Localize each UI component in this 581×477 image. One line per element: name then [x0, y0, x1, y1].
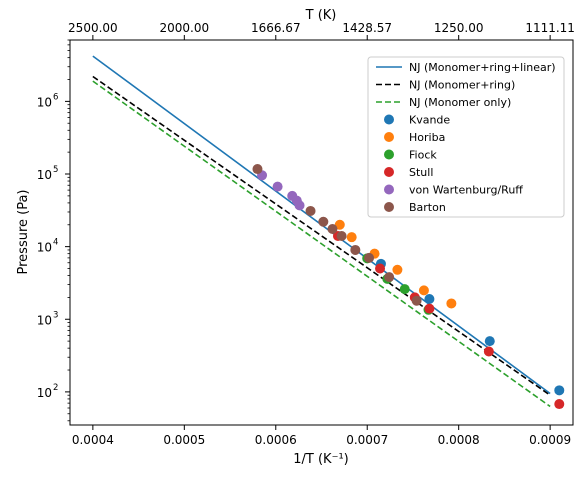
- legend-label-series-2: Fiock: [409, 149, 437, 162]
- legend-label-series-3: Stull: [409, 166, 433, 179]
- legend-label-line-1: NJ (Monomer+ring): [409, 79, 515, 92]
- y-tick-base-3: 10: [37, 168, 52, 182]
- data-point-5-1: [305, 205, 316, 216]
- y-tick-exponent-3: 5: [53, 165, 58, 175]
- legend-marker-1: [384, 132, 394, 142]
- fit-line-2: [92, 80, 551, 408]
- legend-marker-5: [384, 202, 394, 212]
- y-axis-label: Pressure (Pa): [16, 189, 31, 274]
- data-point-0-3: [554, 385, 565, 396]
- y-tick-exponent-4: 6: [53, 92, 58, 102]
- legend-box: [367, 56, 565, 218]
- x-tick-label-0: 0.0004: [72, 433, 114, 447]
- data-point-5-3: [327, 223, 338, 234]
- x-tick-label-2: 0.0006: [255, 433, 297, 447]
- data-point-4-1: [272, 181, 283, 192]
- legend-label-line-0: NJ (Monomer+ring+linear): [409, 61, 556, 74]
- data-point-3-5: [554, 399, 565, 410]
- y-tick-exponent-0: 2: [53, 383, 58, 393]
- plot-frame: [69, 39, 574, 426]
- legend: NJ (Monomer+ring+linear) NJ (Monomer+ring…: [367, 56, 565, 218]
- top-tick-label-2: 1666.67: [251, 21, 301, 35]
- y-tick-exponent-1: 3: [53, 310, 58, 320]
- legend-marker-4: [384, 184, 394, 195]
- legend-label-series-4: von Wartenburg/Ruff: [409, 184, 523, 197]
- data-point-5-5: [350, 244, 361, 255]
- y-tick-label-4: 10 6: [37, 92, 59, 109]
- legend-marker-3: [384, 167, 394, 177]
- data-point-1-0: [334, 219, 345, 230]
- x-tick-label-3: 0.0007: [346, 433, 388, 447]
- x-axis-label: 1/T (K⁻¹): [293, 452, 348, 467]
- x-tick-label-4: 0.0008: [438, 433, 480, 447]
- data-point-3-4: [483, 346, 494, 357]
- top-tick-label-1: 2000.00: [160, 21, 210, 35]
- data-point-1-5: [446, 298, 457, 309]
- fit-line-1: [92, 75, 551, 396]
- legend-label-series-5: Barton: [409, 201, 446, 214]
- axes: 0.0004 0.0005 0.0006 0.0007 0.0008 0.0009 2500…: [37, 21, 575, 447]
- data-point-4-4: [294, 200, 305, 211]
- legend-label-series-1: Horiba: [409, 131, 445, 144]
- data-point-0-1: [424, 294, 435, 305]
- data-point-3-1: [375, 263, 386, 274]
- y-tick-label-2: 10 4: [37, 238, 59, 255]
- data-point-5-2: [318, 216, 329, 227]
- data-point-3-3: [424, 303, 435, 314]
- top-tick-label-3: 1428.57: [342, 21, 392, 35]
- y-tick-base-0: 10: [37, 386, 52, 400]
- data-point-1-4: [418, 285, 429, 296]
- legend-marker-2: [384, 149, 394, 160]
- plot-area: [92, 55, 565, 410]
- data-point-5-0: [252, 164, 263, 175]
- y-tick-label-1: 10 3: [37, 310, 59, 327]
- data-point-1-3: [392, 264, 403, 275]
- top-tick-label-4: 1250.00: [434, 21, 484, 35]
- top-tick-label-5: 1111.11: [525, 21, 575, 35]
- legend-label-line-2: NJ (Monomer only): [409, 96, 511, 109]
- y-tick-base-1: 10: [37, 313, 52, 327]
- data-point-5-8: [411, 295, 422, 306]
- y-tick-label-0: 10 2: [37, 383, 59, 400]
- data-point-0-2: [484, 336, 495, 347]
- top-axis-label: T (K): [305, 8, 337, 23]
- y-tick-label-3: 10 5: [37, 165, 59, 182]
- data-point-5-7: [384, 272, 395, 283]
- data-point-2-2: [399, 284, 410, 295]
- legend-label-series-0: Kvande: [409, 114, 450, 127]
- top-tick-label-0: 2500.00: [68, 21, 118, 35]
- y-tick-base-4: 10: [37, 95, 52, 109]
- y-tick-exponent-2: 4: [53, 238, 58, 248]
- x-tick-label-5: 0.0009: [529, 433, 571, 447]
- data-point-5-4: [336, 231, 347, 242]
- y-tick-base-2: 10: [37, 241, 52, 255]
- data-point-1-1: [346, 232, 357, 243]
- x-tick-label-1: 0.0005: [163, 433, 205, 447]
- data-point-5-6: [364, 252, 375, 263]
- legend-marker-0: [384, 114, 394, 125]
